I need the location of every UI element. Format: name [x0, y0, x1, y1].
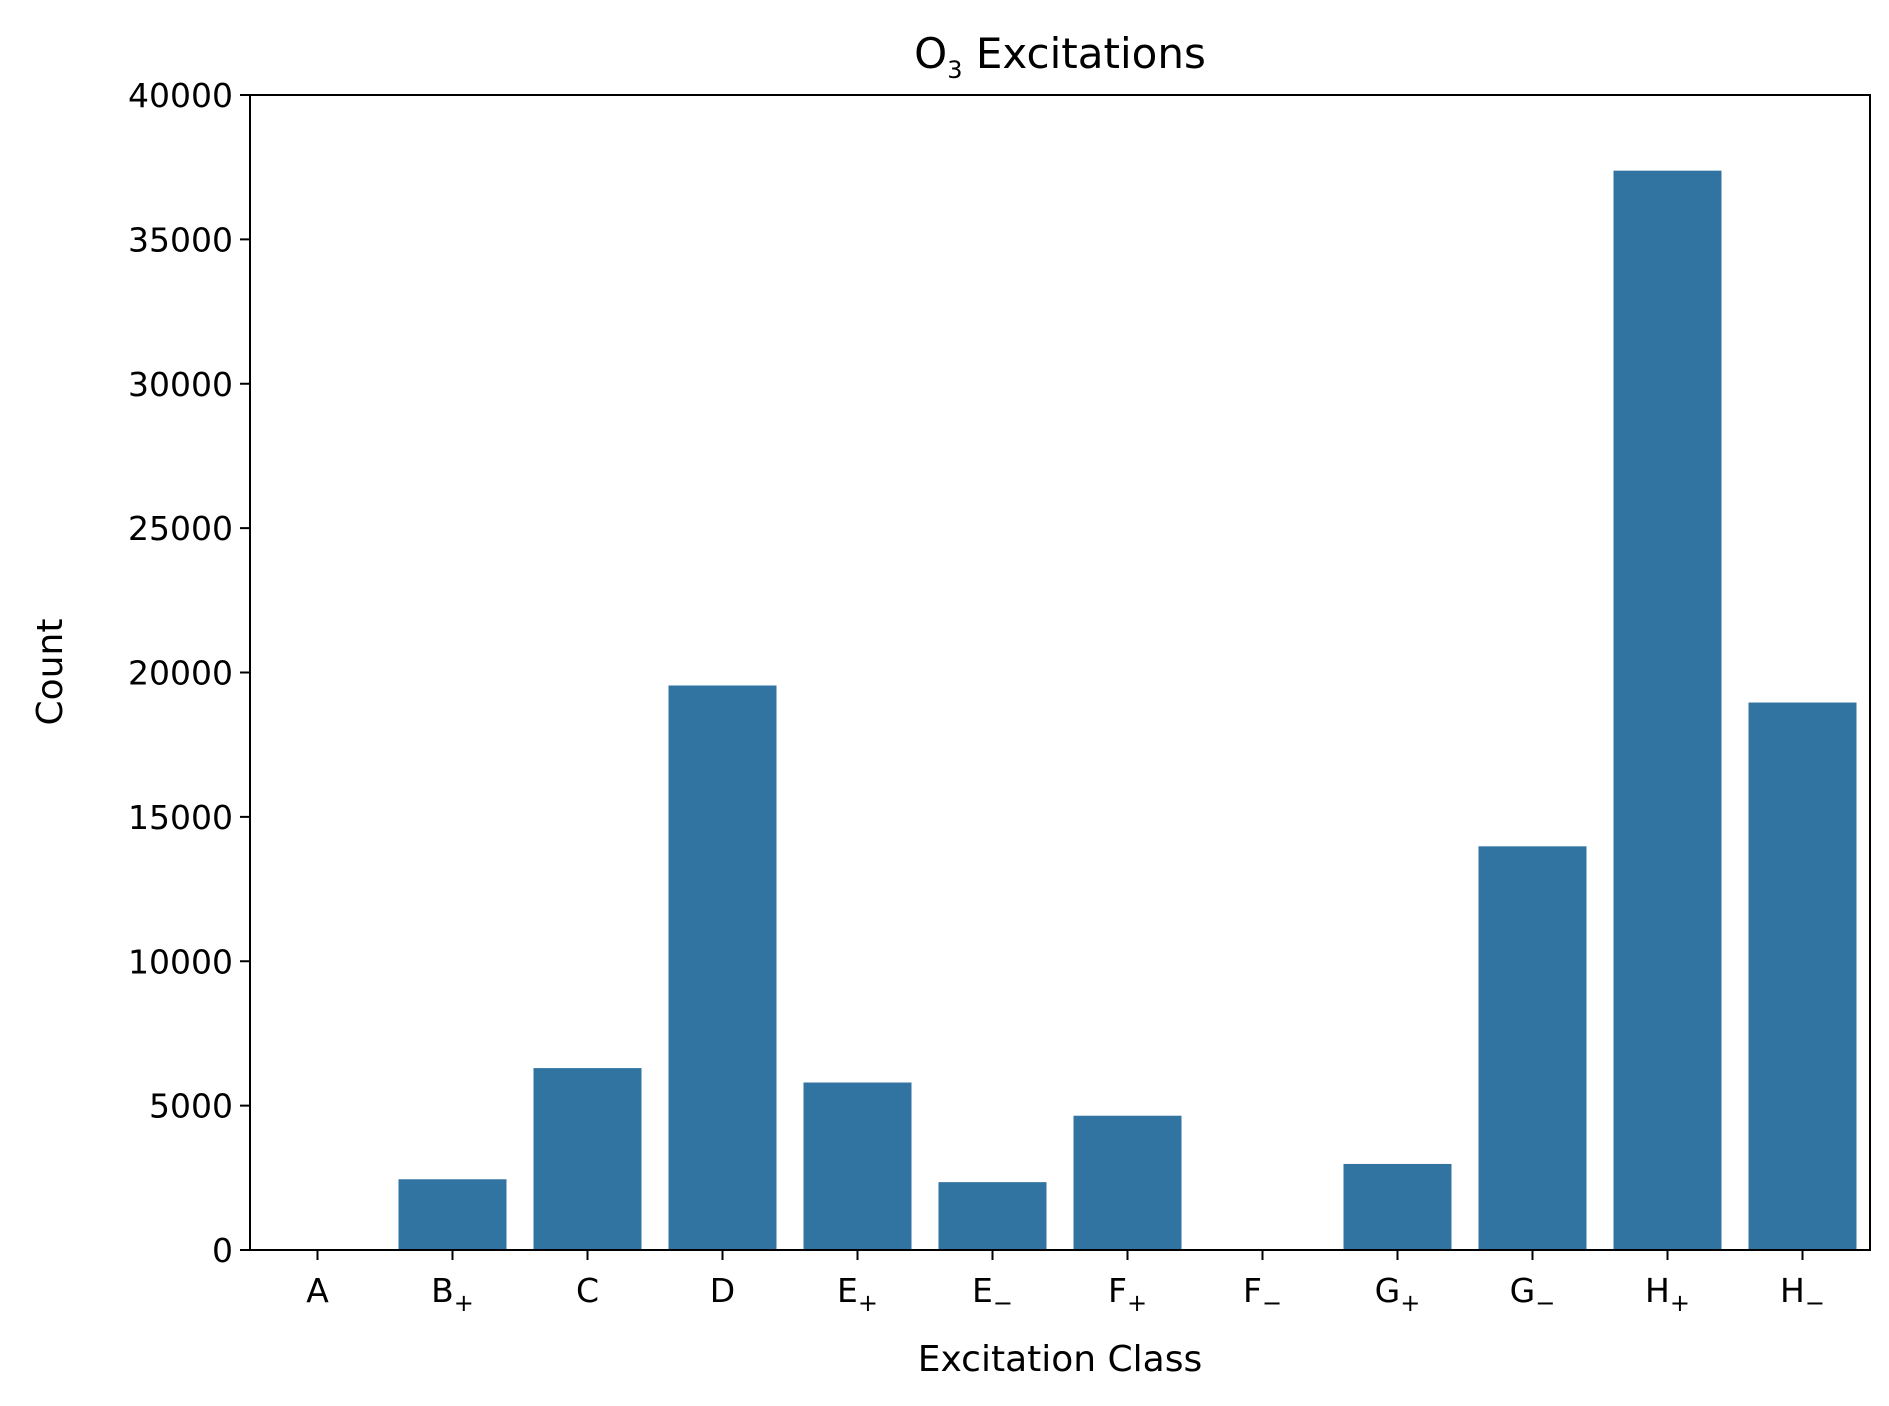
bar-f-plus: [1073, 1115, 1182, 1250]
title-subscript: 3: [947, 56, 962, 84]
bar-h-minus: [1748, 702, 1857, 1250]
plot-frame: [249, 94, 1871, 1251]
chart-title: O3 Excitations: [914, 29, 1206, 84]
bar-d: [668, 685, 777, 1250]
title-base: O: [914, 29, 947, 78]
y-tick-label: 0: [212, 1231, 233, 1270]
x-tick-label: F−: [1243, 1271, 1282, 1317]
y-tick-label: 30000: [128, 365, 233, 404]
title-rest: Excitations: [963, 29, 1206, 78]
bar-c: [533, 1068, 642, 1250]
x-tick-label: G+: [1375, 1271, 1421, 1317]
x-axis: A B+ C D E+ E− F+ F− G+ G− H+ H−: [306, 1250, 1825, 1317]
bars-group: [398, 170, 1857, 1251]
x-tick-label: E−: [972, 1271, 1013, 1317]
y-axis: 0 5000 10000 15000 20000 25000 30000 35000 40000: [128, 76, 250, 1270]
y-tick-label: 10000: [128, 942, 233, 981]
x-tick-label: H−: [1780, 1271, 1825, 1317]
x-tick-label: C: [576, 1271, 599, 1310]
y-tick-label: 35000: [128, 220, 233, 259]
x-axis-label: Excitation Class: [918, 1339, 1203, 1380]
y-tick-label: 15000: [128, 798, 233, 837]
bar-h-plus: [1613, 170, 1722, 1251]
y-tick-label: 5000: [149, 1087, 233, 1126]
x-tick-label: A: [306, 1271, 329, 1310]
bar-e-plus: [803, 1082, 912, 1250]
y-axis-label: Count: [30, 619, 71, 726]
x-tick-label: E+: [837, 1271, 878, 1317]
y-tick-label: 20000: [128, 654, 233, 693]
x-tick-label: G−: [1510, 1271, 1556, 1317]
bar-b-plus: [398, 1179, 507, 1250]
bar-g-minus: [1478, 846, 1587, 1250]
y-tick-label: 40000: [128, 76, 233, 115]
x-tick-label: B+: [431, 1271, 474, 1317]
y-tick-label: 25000: [128, 509, 233, 548]
bar-g-plus: [1343, 1163, 1452, 1250]
bar-e-minus: [938, 1182, 1047, 1250]
x-tick-label: H+: [1645, 1271, 1690, 1317]
x-tick-label: D: [710, 1271, 735, 1310]
x-tick-label: F+: [1108, 1271, 1147, 1317]
